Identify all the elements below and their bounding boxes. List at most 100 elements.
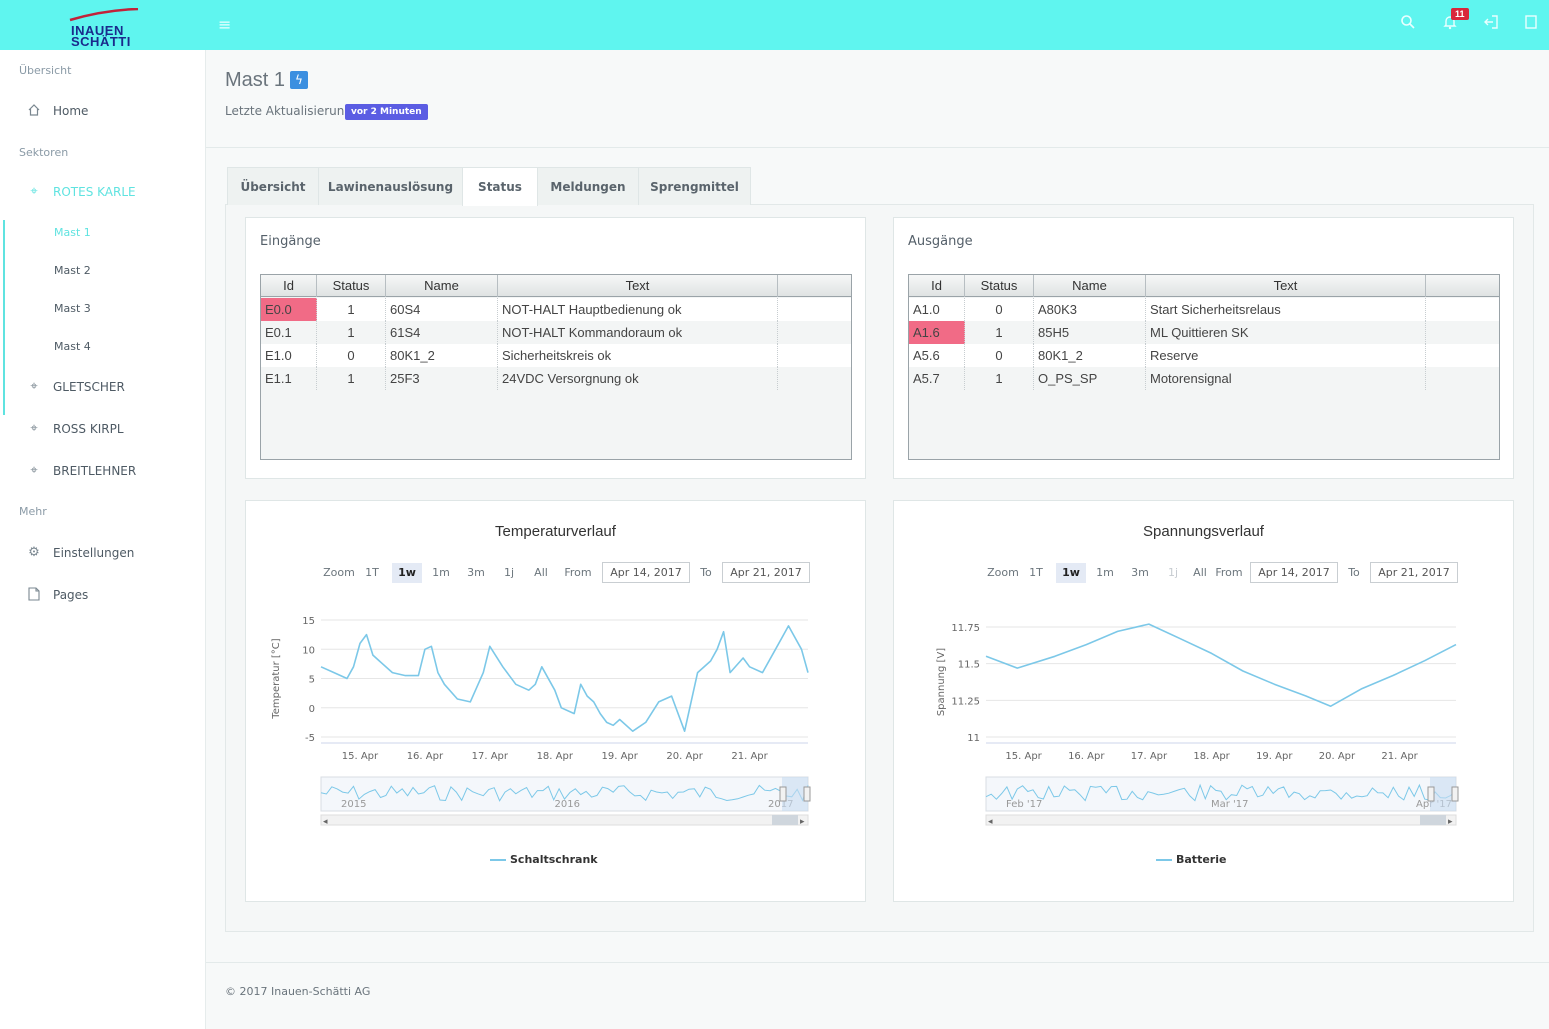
zoom-1m-button[interactable]: 1m	[432, 566, 450, 579]
tab-overview[interactable]: Übersicht	[227, 167, 319, 205]
top-bar: INAUEN SCHÄTTI ≡ 11	[0, 0, 1549, 50]
x-tick-label: 21. Apr	[731, 751, 768, 762]
inputs-table: Id Status Name Text E0.0 1 60S4 NOT-HALT…	[260, 274, 852, 460]
x-tick-label: 16. Apr	[407, 751, 444, 762]
table-row[interactable]: E0.0 1 60S4 NOT-HALT Hauptbedienung ok	[261, 298, 851, 321]
panel-toggle-icon[interactable]	[1521, 14, 1541, 34]
outputs-table-header: Id Status Name Text	[909, 275, 1499, 297]
navigator-handle-left	[779, 786, 787, 802]
inputs-table-header: Id Status Name Text	[261, 275, 851, 297]
column-header-text[interactable]: Text	[498, 275, 778, 297]
x-tick-label: 18. Apr	[1193, 751, 1230, 762]
x-tick-label: 15. Apr	[342, 751, 379, 762]
sidebar-item-mast-2[interactable]: Mast 2	[54, 264, 91, 277]
navigator-background	[320, 776, 809, 812]
zoom-1j-button[interactable]: 1j	[1167, 566, 1179, 579]
scrollbar-track	[985, 814, 1457, 826]
sidebar-item-rotes-karle[interactable]: ⌖ ROTES KARLE	[0, 177, 205, 207]
table-row[interactable]: A5.6 0 80K1_2 Reserve	[909, 344, 1499, 367]
zoom-1w-button[interactable]: 1w	[392, 563, 422, 583]
zoom-1t-button[interactable]: 1T	[1029, 566, 1043, 579]
zoom-1w-button[interactable]: 1w	[1056, 563, 1086, 583]
to-date-input[interactable]: Apr 21, 2017	[722, 562, 810, 583]
navigator-label: Feb '17	[1006, 799, 1042, 810]
legend-label: Batterie	[1176, 853, 1227, 866]
from-date-input[interactable]: Apr 14, 2017	[602, 562, 690, 583]
column-header-status[interactable]: Status	[317, 275, 386, 297]
cell-id: E1.1	[261, 367, 317, 390]
menu-toggle-icon[interactable]: ≡	[218, 15, 232, 34]
crosshair-icon: ⌖	[30, 184, 38, 199]
sidebar-item-mast-1[interactable]: Mast 1	[54, 226, 91, 239]
sidebar-item-pages[interactable]: Pages	[0, 580, 205, 610]
zoom-1m-button[interactable]: 1m	[1096, 566, 1114, 579]
company-logo[interactable]: INAUEN SCHÄTTI	[62, 6, 146, 48]
column-header-status[interactable]: Status	[965, 275, 1034, 297]
sidebar-item-breitlehner[interactable]: ⌖ BREITLEHNER	[0, 456, 205, 486]
table-row[interactable]: A1.6 1 85H5 ML Quittieren SK	[909, 321, 1499, 344]
cell-id: A5.6	[909, 344, 965, 367]
zoom-1j-button[interactable]: 1j	[503, 566, 515, 579]
cell-status: 0	[965, 344, 1034, 367]
legend-swatch	[1156, 859, 1172, 861]
table-row[interactable]: E0.1 1 61S4 NOT-HALT Kommandoraum ok	[261, 321, 851, 344]
cell-name: 80K1_2	[1034, 344, 1146, 367]
active-sector-rail	[3, 220, 5, 415]
tab-explosives[interactable]: Sprengmittel	[638, 167, 751, 205]
x-tick-label: 17. Apr	[472, 751, 509, 762]
scrollbar-right-arrow: ▸	[800, 817, 805, 827]
column-header-id[interactable]: Id	[909, 275, 965, 297]
zoom-3m-button[interactable]: 3m	[467, 566, 485, 579]
legend-label: Schaltschrank	[510, 853, 598, 866]
tab-messages[interactable]: Meldungen	[537, 167, 639, 205]
sidebar-section-more: Mehr	[19, 505, 47, 518]
to-date-input[interactable]: Apr 21, 2017	[1370, 562, 1458, 583]
column-header-id[interactable]: Id	[261, 275, 317, 297]
legend-item-batterie[interactable]: Batterie	[1156, 853, 1226, 866]
crosshair-icon: ⌖	[30, 379, 38, 394]
search-icon[interactable]	[1398, 14, 1418, 34]
sidebar-item-mast-4[interactable]: Mast 4	[54, 340, 91, 353]
table-row[interactable]: A5.7 1 O_PS_SP Motorensignal	[909, 367, 1499, 390]
sidebar-section-sectors: Sektoren	[19, 146, 69, 159]
legend-item-schaltschrank[interactable]: Schaltschrank	[490, 853, 598, 866]
table-row[interactable]: A1.0 0 A80K3 Start Sicherheitsrelaus	[909, 298, 1499, 321]
zoom-1t-button[interactable]: 1T	[365, 566, 379, 579]
tab-status[interactable]: Status	[462, 167, 538, 206]
table-row[interactable]: E1.1 1 25F3 24VDC Versorgnung ok	[261, 367, 851, 390]
tab-avalanche-release[interactable]: Lawinenauslösung	[318, 167, 463, 205]
lightning-icon: ϟ	[290, 71, 308, 89]
sidebar-item-gletscher[interactable]: ⌖ GLETSCHER	[0, 372, 205, 402]
x-tick-label: 20. Apr	[1319, 751, 1356, 762]
range-selector: Zoom 1T 1w 1m 3m 1j All From Apr 14, 201…	[986, 562, 1466, 585]
cell-id: E0.0	[261, 298, 317, 321]
navigator-background	[985, 776, 1457, 812]
cell-name: 80K1_2	[386, 344, 498, 367]
chart-title: Spannungsverlauf	[1143, 523, 1264, 540]
from-label: From	[1215, 566, 1243, 579]
zoom-3m-button[interactable]: 3m	[1131, 566, 1149, 579]
navigator-handle-left	[1427, 786, 1435, 802]
zoom-all-button[interactable]: All	[1193, 566, 1207, 579]
cell-name: A80K3	[1034, 298, 1146, 321]
cell-name: 25F3	[386, 367, 498, 390]
zoom-all-button[interactable]: All	[534, 566, 548, 579]
cell-status: 1	[317, 367, 386, 390]
column-header-name[interactable]: Name	[1034, 275, 1146, 297]
sidebar-item-settings[interactable]: ⚙ Einstellungen	[0, 538, 205, 568]
sidebar-item-home[interactable]: Home	[0, 96, 205, 126]
footer-separator	[206, 962, 1549, 963]
cell-text: 24VDC Versorgnung ok	[498, 367, 778, 390]
range-selector: Zoom 1T 1w 1m 3m 1j All From Apr 14, 201…	[322, 562, 812, 585]
from-date-input[interactable]: Apr 14, 2017	[1250, 562, 1338, 583]
table-row[interactable]: E1.0 0 80K1_2 Sicherheitskreis ok	[261, 344, 851, 367]
crosshair-icon: ⌖	[30, 463, 38, 478]
sidebar-item-ross-kirpl[interactable]: ⌖ ROSS KIRPL	[0, 414, 205, 444]
sidebar-item-mast-3[interactable]: Mast 3	[54, 302, 91, 315]
column-header-text[interactable]: Text	[1146, 275, 1426, 297]
navigator-label: 2015	[341, 799, 366, 810]
gear-icon: ⚙	[28, 545, 40, 560]
footer-copyright: © 2017 Inauen-Schätti AG	[225, 985, 371, 998]
logout-icon[interactable]	[1481, 14, 1501, 34]
column-header-name[interactable]: Name	[386, 275, 498, 297]
